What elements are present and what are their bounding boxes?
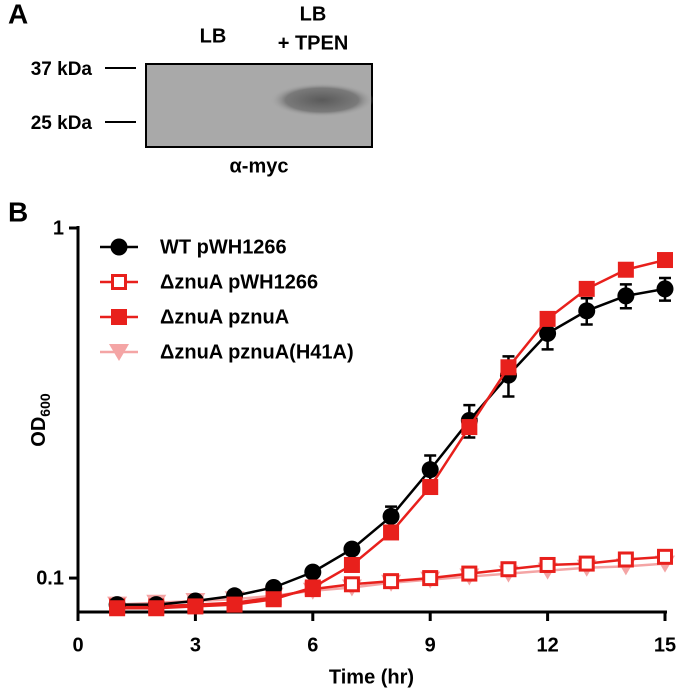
point	[304, 579, 321, 596]
legend-marker	[111, 274, 127, 290]
antibody-label: α-myc	[230, 155, 289, 177]
lane-label: LB	[300, 3, 327, 25]
point	[226, 596, 243, 613]
point	[187, 598, 204, 615]
legend-marker	[111, 309, 127, 325]
marker-label: 37 kDa	[31, 59, 93, 80]
x-axis-title: Time (hr)	[329, 666, 414, 688]
legend-label: WT pWH1266	[160, 236, 287, 258]
lane-label: + TPEN	[278, 32, 349, 54]
legend-marker	[109, 344, 129, 361]
panel-label: A	[8, 0, 28, 29]
legend-label: ΔznuA pznuA	[160, 306, 289, 328]
point	[578, 302, 596, 320]
series	[109, 252, 673, 617]
x-tick-label: 12	[536, 634, 558, 656]
point	[461, 565, 478, 582]
point	[539, 556, 556, 573]
point	[382, 507, 400, 525]
point	[304, 563, 322, 581]
point	[343, 540, 361, 558]
point	[461, 419, 478, 436]
legend-marker	[110, 238, 128, 256]
legend-label: ΔznuA pznuA(H41A)	[160, 341, 354, 363]
point	[422, 570, 439, 587]
point	[265, 591, 282, 608]
point	[109, 600, 126, 617]
y-axis-title: OD600	[28, 393, 52, 447]
point	[148, 600, 165, 617]
point	[343, 576, 360, 593]
x-tick-label: 0	[72, 634, 83, 656]
y-axis-title-sub: 600	[37, 393, 53, 417]
point	[343, 556, 360, 573]
point	[578, 280, 595, 297]
marker-label: 25 kDa	[31, 113, 93, 134]
point	[500, 359, 517, 376]
point	[421, 461, 439, 479]
point	[422, 479, 439, 496]
x-tick-label: 6	[307, 634, 318, 656]
x-tick-label: 15	[654, 634, 676, 656]
y-tick-label: 0.1	[36, 567, 64, 589]
point	[617, 287, 635, 305]
point	[657, 252, 673, 269]
x-tick-label: 3	[190, 634, 201, 656]
lane-label: LB	[200, 25, 227, 47]
point	[539, 310, 556, 327]
y-axis-title-main: OD	[28, 417, 50, 447]
point	[383, 573, 400, 590]
panel-label: B	[8, 196, 28, 227]
point	[617, 551, 634, 568]
point	[657, 548, 673, 565]
x-tick-label: 9	[425, 634, 436, 656]
point	[539, 324, 557, 342]
y-tick-label: 1	[53, 217, 64, 239]
point	[617, 261, 634, 278]
point	[500, 561, 517, 578]
blot-band	[270, 83, 374, 117]
legend-label: ΔznuA pWH1266	[160, 271, 318, 293]
point	[656, 280, 674, 298]
point	[578, 555, 595, 572]
point	[383, 524, 400, 541]
